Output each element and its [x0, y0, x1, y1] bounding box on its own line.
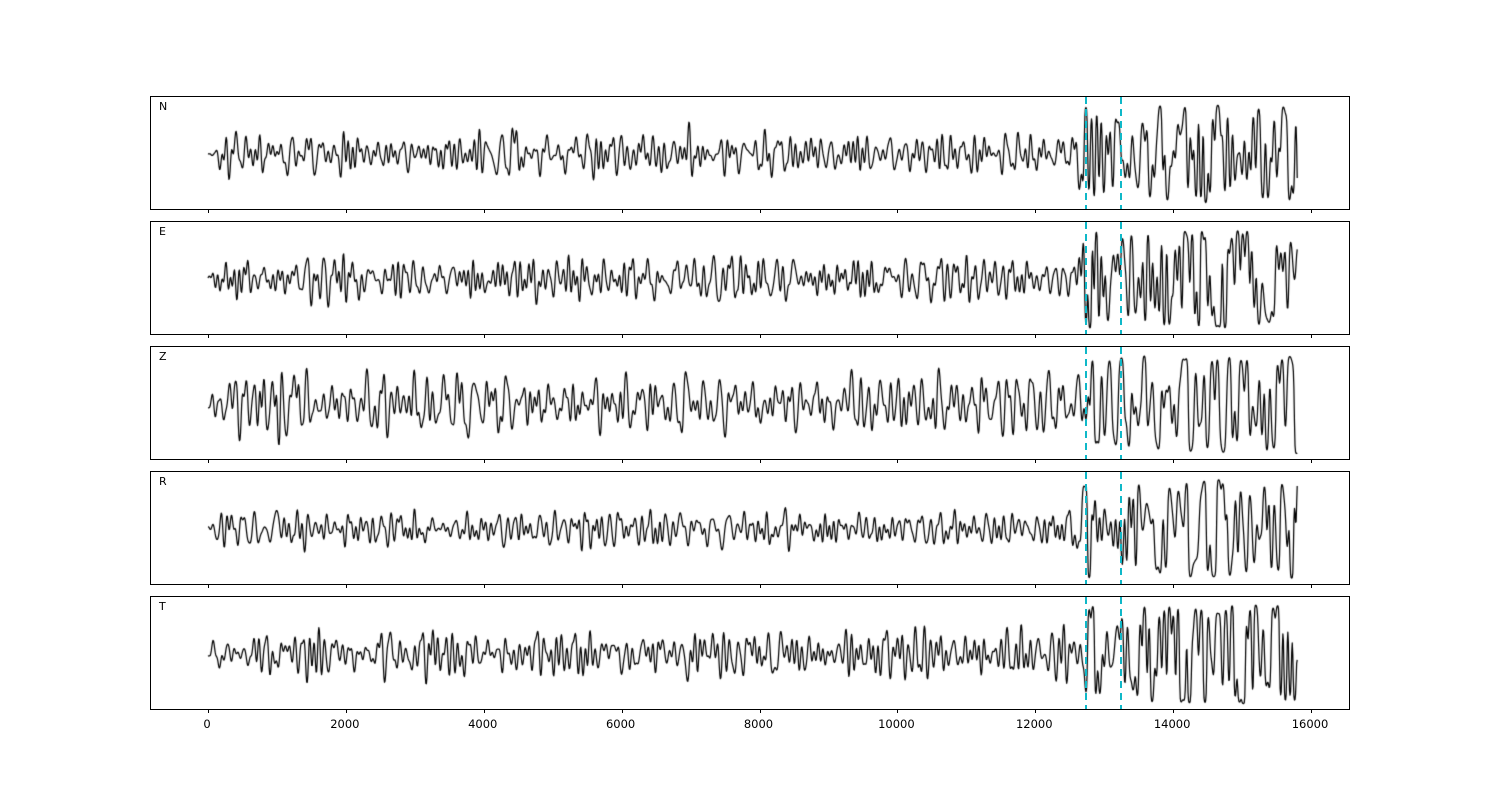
x-axis-tick-mark [1311, 209, 1312, 213]
x-axis-tick-mark [208, 709, 209, 713]
panel-label: E [159, 225, 166, 238]
x-axis-tick-mark [1311, 459, 1312, 463]
pick-line [1119, 597, 1122, 709]
x-axis-tick-mark [1035, 334, 1037, 338]
x-axis-tick-mark [759, 709, 761, 713]
x-axis-tick-mark [345, 209, 347, 213]
x-axis-tick-mark [621, 709, 623, 713]
pick-line [1119, 222, 1122, 334]
x-axis-tick-label: 14000 [1153, 717, 1191, 731]
panel-label: N [159, 100, 168, 113]
x-axis-tick-mark [483, 459, 485, 463]
panel-label: T [159, 600, 166, 613]
x-axis-tick-mark [621, 209, 623, 213]
x-axis-tick-mark [759, 584, 761, 588]
x-axis-tick-mark [483, 334, 485, 338]
x-axis-tick-mark [1035, 209, 1037, 213]
x-axis-tick-mark [1173, 709, 1175, 713]
x-axis-tick-mark [208, 459, 209, 463]
x-axis-tick-mark [1035, 459, 1037, 463]
x-axis-tick-label: 2000 [330, 717, 360, 731]
pick-line [1085, 472, 1088, 584]
pick-line [1085, 597, 1088, 709]
x-axis-tick-mark [1173, 459, 1175, 463]
pick-line [1085, 347, 1088, 459]
x-axis-tick-mark [1035, 709, 1037, 713]
x-axis-tick-label: 12000 [1015, 717, 1053, 731]
x-axis-tick-label: 0 [203, 717, 211, 731]
x-axis-tick-mark [483, 584, 485, 588]
x-axis-tick-mark [483, 209, 485, 213]
pick-line [1119, 97, 1122, 209]
x-axis-tick-mark [1311, 584, 1312, 588]
pick-line [1085, 97, 1088, 209]
pick-line [1119, 472, 1122, 584]
x-axis-tick-mark [208, 584, 209, 588]
x-axis-tick-labels: 0 2000 4000 6000 8000 10000 12000 14000 16000 [150, 717, 1350, 733]
waveform-trace-canvas [151, 597, 1351, 711]
x-axis-tick-mark [897, 459, 899, 463]
waveform-trace-canvas [151, 97, 1351, 211]
x-axis-tick-mark [208, 334, 209, 338]
x-axis-tick-mark [759, 209, 761, 213]
x-axis-tick-label: 16000 [1291, 717, 1329, 731]
x-axis-tick-mark [1311, 709, 1312, 713]
x-axis-tick-mark [1173, 334, 1175, 338]
x-axis-tick-mark [897, 209, 899, 213]
x-axis-tick-mark [1311, 334, 1312, 338]
waveform-trace-canvas [151, 222, 1351, 336]
x-axis-tick-mark [345, 459, 347, 463]
waveform-trace-canvas [151, 472, 1351, 586]
panel-label: Z [159, 350, 167, 363]
waveform-trace-canvas [151, 347, 1351, 461]
x-axis-tick-mark [621, 459, 623, 463]
x-axis-tick-mark [897, 584, 899, 588]
x-axis-tick-label: 6000 [605, 717, 636, 731]
panel-label: R [159, 475, 167, 488]
waveform-panel-T: T [150, 596, 1351, 713]
x-axis-tick-mark [1173, 209, 1175, 213]
x-axis-tick-mark [483, 709, 485, 713]
x-axis-tick-label: 4000 [468, 717, 498, 731]
x-axis-tick-mark [1035, 584, 1037, 588]
x-axis-tick-label: 8000 [743, 717, 774, 731]
x-axis-tick-mark [345, 709, 347, 713]
x-axis-tick-mark [345, 584, 347, 588]
x-axis-tick-mark [208, 209, 209, 213]
panels-area: N E Z R T [150, 96, 1351, 713]
waveform-panel-E: E [150, 221, 1351, 338]
waveform-panel-N: N [150, 96, 1351, 213]
x-axis-tick-mark [345, 334, 347, 338]
pick-line [1085, 222, 1088, 334]
x-axis-tick-mark [759, 459, 761, 463]
x-axis-tick-mark [897, 709, 899, 713]
x-axis-tick-mark [621, 334, 623, 338]
x-axis-tick-mark [1173, 584, 1175, 588]
x-axis-tick-mark [759, 334, 761, 338]
x-axis-tick-mark [621, 584, 623, 588]
x-axis-tick-label: 10000 [878, 717, 915, 731]
x-axis-tick-mark [897, 334, 899, 338]
pick-line [1119, 347, 1122, 459]
waveform-panel-Z: Z [150, 346, 1351, 463]
waveform-panel-R: R [150, 471, 1351, 588]
